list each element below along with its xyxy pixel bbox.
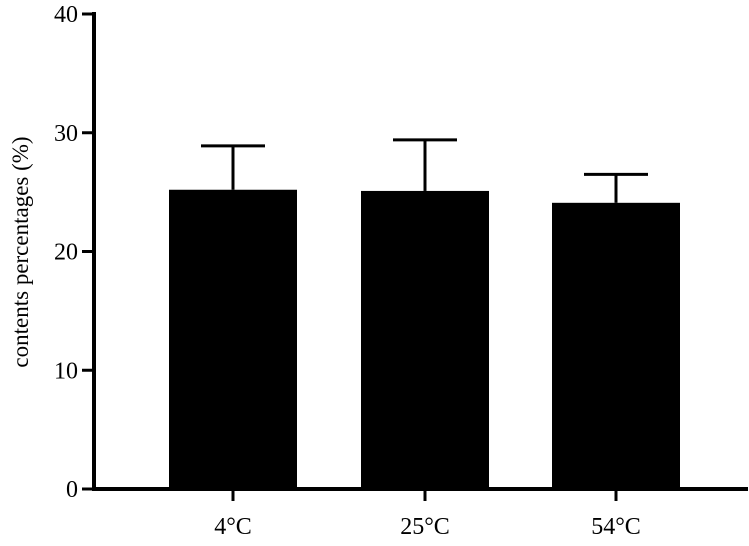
y-tick-label: 10: [54, 358, 78, 384]
error-bars-group: [201, 138, 648, 203]
x-tick-label: 54°C: [591, 514, 641, 540]
bar-25C: [361, 190, 489, 489]
y-tick-label: 40: [54, 2, 78, 28]
y-tick-label: 0: [66, 477, 78, 503]
x-tick-label: 25°C: [400, 514, 450, 540]
y-axis-label: contents percentages (%): [8, 136, 33, 367]
bar-54C: [552, 202, 680, 489]
y-tick-label: 30: [54, 121, 78, 147]
y-tick-label: 20: [54, 240, 78, 266]
x-axis-ticks: 4°C 25°C 54°C: [214, 489, 641, 540]
bar-4C: [169, 189, 297, 489]
x-tick-label: 4°C: [214, 514, 252, 540]
bars-group: [169, 189, 680, 489]
y-axis-ticks: 0 10 20 30 40: [54, 2, 94, 503]
